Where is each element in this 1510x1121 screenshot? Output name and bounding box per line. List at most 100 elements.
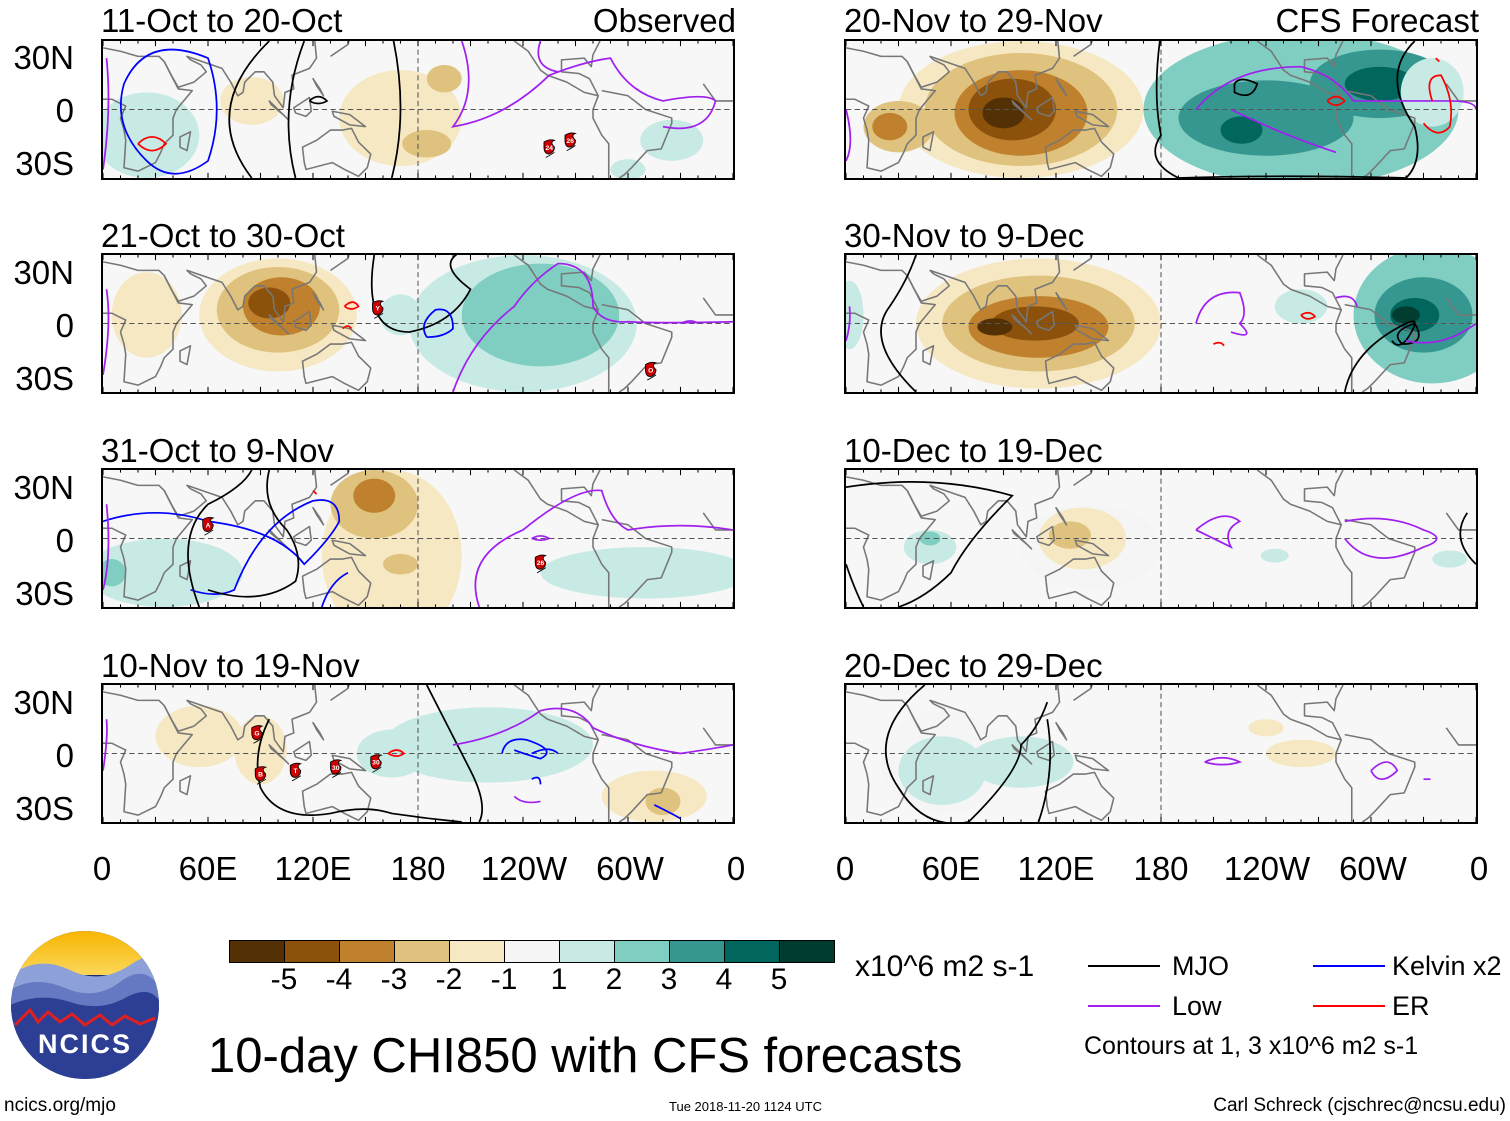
cyclone-label: 30 [332, 765, 340, 772]
coastline [268, 744, 290, 765]
shaded-anomaly [1220, 116, 1263, 144]
lat-label: 0 [55, 522, 74, 559]
wave-contour [1213, 341, 1225, 347]
coastline [922, 559, 935, 581]
coastline [1044, 341, 1115, 392]
wave-contour [228, 41, 270, 178]
shaded-anomaly [1260, 548, 1289, 563]
footer-url[interactable]: ncics.org/mjo [4, 1095, 116, 1116]
coastline [513, 470, 601, 526]
lat-label: 30S [15, 360, 74, 397]
wave-contour [103, 58, 110, 170]
shaded-anomaly [353, 478, 396, 513]
colorbar-swatch [669, 940, 725, 963]
cyclone-label: T [293, 768, 297, 775]
coastline [301, 341, 372, 392]
panel-title: 11-Oct to 20-Oct [101, 2, 343, 39]
wave-contour [1435, 57, 1440, 63]
cyclone-icon: 26 [534, 554, 548, 574]
footer-timestamp: Tue 2018-11-20 1124 UTC [669, 1099, 822, 1114]
coastline [312, 721, 325, 741]
coastline [846, 476, 937, 601]
legend-line-er [1313, 1005, 1385, 1007]
coastline [1055, 506, 1068, 526]
wave-contour [1195, 65, 1476, 111]
wave-contour [1037, 719, 1052, 822]
shaded-anomaly [640, 119, 704, 161]
wave-contour [1195, 291, 1248, 336]
shaded-anomaly [426, 64, 462, 93]
cyclone-icon: A [202, 516, 215, 536]
lat-label: 30N [13, 469, 74, 506]
coastline [1011, 529, 1033, 550]
colorbar-swatch [614, 940, 670, 963]
coastline [1011, 314, 1033, 335]
shaded-anomaly [379, 294, 422, 336]
contour-note: Contours at 1, 3 x10^6 m2 s-1 [1084, 1032, 1419, 1060]
coastline [1073, 41, 1093, 58]
shaded-anomaly [1049, 521, 1091, 549]
cyclone-label: A [206, 522, 211, 529]
map-panel [844, 39, 1478, 180]
legend-label-mjo: MJO [1172, 951, 1229, 981]
colorbar-swatch [284, 940, 340, 963]
coastline [331, 110, 367, 128]
cyclone-label: 26 [537, 560, 545, 567]
wave-contour [207, 470, 300, 598]
coastline [163, 685, 318, 753]
wave-contour [343, 301, 360, 310]
wave-contour [120, 48, 218, 175]
shaded-anomaly [1432, 550, 1468, 568]
wave-contour [474, 489, 733, 607]
shaded-anomaly [1274, 289, 1328, 324]
figure-title: 10-day CHI850 with CFS forecasts [208, 1029, 963, 1083]
coastline [292, 740, 313, 762]
colorbar-tick-label: -5 [270, 963, 298, 996]
coastline [1335, 303, 1416, 392]
lon-label: 120E [1017, 850, 1095, 887]
colorbar-swatch [724, 940, 780, 963]
wave-contour [390, 41, 402, 178]
colorbar-swatch [339, 940, 395, 963]
coastline [1011, 100, 1033, 121]
map-panel: G B T 30 30 [101, 683, 735, 824]
wave-contour [1195, 515, 1242, 549]
colorbar-swatch [559, 940, 615, 963]
coastline [292, 96, 313, 118]
cyclone-label: B [258, 772, 263, 779]
coastline [1035, 525, 1056, 547]
coastline [592, 733, 673, 822]
coastline [1073, 685, 1093, 702]
colorbar-tick-label: 2 [605, 963, 623, 996]
cyclone-icon: 26 [564, 132, 577, 151]
wave-contour [884, 685, 1049, 822]
lat-label: 30S [15, 790, 74, 827]
lat-label: 30S [15, 575, 74, 612]
coastline [268, 100, 290, 121]
wave-contour [846, 563, 865, 607]
coastline [330, 255, 350, 272]
panel-title: 10-Dec to 19-Dec [844, 432, 1103, 469]
lon-label: 120W [480, 850, 568, 887]
wave-contour [846, 306, 851, 341]
legend-line-low [1088, 1005, 1160, 1007]
coastline [1055, 721, 1068, 741]
legend-label-er: ER [1392, 991, 1430, 1021]
wave-contour [1422, 74, 1453, 134]
coastline [1256, 255, 1344, 311]
panel-title: 31-Oct to 9-Nov [101, 432, 334, 469]
logo-text: NCICS [38, 1029, 132, 1059]
colorbar-swatch [779, 940, 835, 963]
shaded-anomaly [540, 547, 733, 599]
panel-title: 20-Nov to 29-Nov [844, 2, 1103, 39]
coastline [1011, 744, 1033, 765]
coastline [1073, 255, 1093, 272]
coastline [163, 470, 318, 538]
shaded-anomaly [846, 280, 864, 350]
shaded-anomaly [982, 97, 1025, 129]
forecast-label: CFS Forecast [1275, 2, 1479, 39]
lat-label: 30N [13, 39, 74, 76]
wave-contour [1459, 512, 1476, 565]
coastline [179, 559, 192, 581]
panel-title: 30-Nov to 9-Dec [844, 217, 1085, 254]
